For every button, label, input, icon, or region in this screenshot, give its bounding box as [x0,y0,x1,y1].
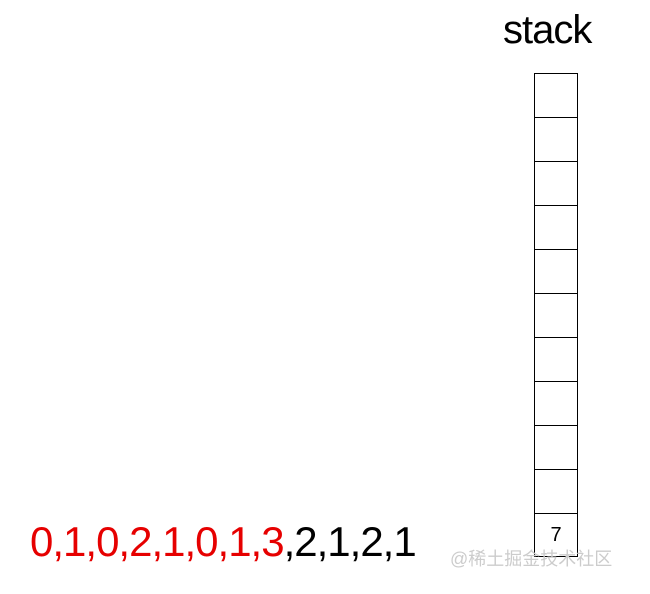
array-item: 1 [393,518,415,565]
array-item: 1 [327,518,349,565]
stack-cell [534,337,578,381]
array-item: 0 [96,518,118,565]
array-item: 1 [162,518,184,565]
array-item: 1 [228,518,250,565]
stack-cell [534,205,578,249]
array-item: 2 [129,518,151,565]
array-item: , [383,518,394,565]
array-item: 0 [30,518,52,565]
stack-container: 7 [534,73,578,557]
stack-label: stack [503,8,591,53]
array-sequence: 0,1,0,2,1,0,1,3,2,1,2,1 [30,518,416,566]
watermark-text: @稀土掘金技术社区 [450,545,612,571]
array-item: 2 [360,518,382,565]
stack-cell [534,249,578,293]
array-item: 2 [294,518,316,565]
stack-cell [534,469,578,513]
array-item: , [350,518,361,565]
array-item: , [284,518,295,565]
array-item: , [218,518,229,565]
array-item: , [251,518,262,565]
array-item: , [151,518,162,565]
array-item: , [317,518,328,565]
stack-cell [534,73,578,117]
stack-cell [534,117,578,161]
stack-cell [534,381,578,425]
array-item: , [85,518,96,565]
array-item: , [184,518,195,565]
array-item: , [118,518,129,565]
stack-cell [534,161,578,205]
stack-cell [534,425,578,469]
array-item: 0 [195,518,217,565]
array-item: 1 [63,518,85,565]
stack-cell [534,293,578,337]
array-item: , [52,518,63,565]
array-item: 3 [261,518,283,565]
